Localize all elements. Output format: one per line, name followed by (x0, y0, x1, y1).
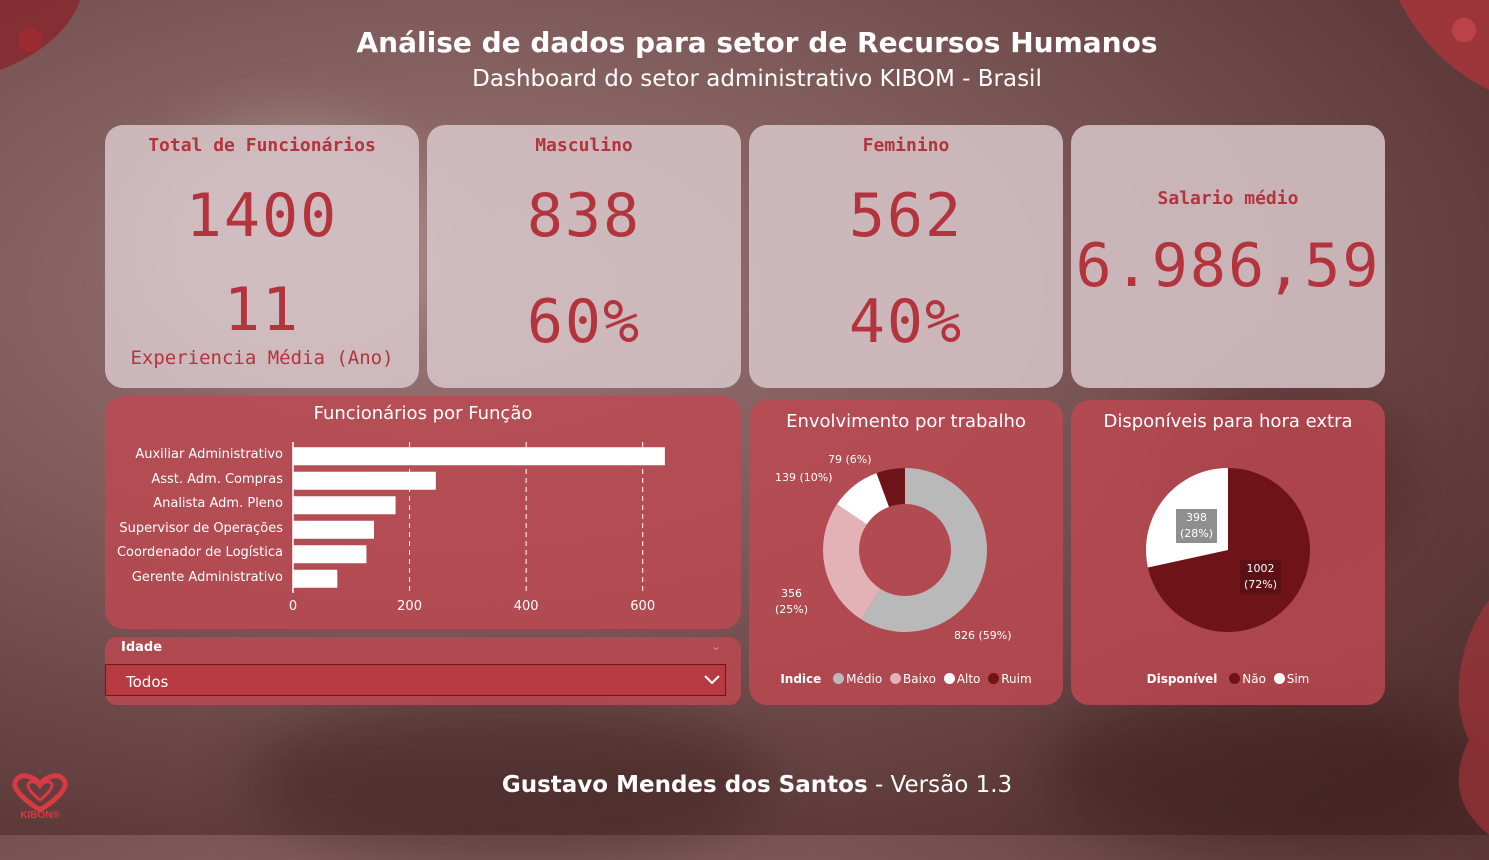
kpi-salario-label: Salario médio (1157, 188, 1299, 209)
category-label: Asst. Adm. Compras (151, 471, 283, 487)
filter-idade-label: Idade (121, 640, 163, 655)
donut-label-ruim: 79 (6%) (828, 453, 872, 466)
donut-slice-baixo[interactable] (823, 504, 881, 620)
bar-0[interactable] (293, 447, 665, 466)
kpi-feminino-label: Feminino (862, 135, 950, 156)
footer-credit: Gustavo Mendes dos Santos - Versão 1.3 (0, 772, 1489, 798)
x-tick-label: 200 (397, 599, 422, 614)
ornament-top-right (1399, 0, 1489, 90)
kpi-feminino-pct: 40% (848, 287, 964, 357)
x-tick-label: 600 (630, 599, 656, 614)
kibon-logo: KIBON® (8, 772, 72, 828)
kpi-experience-label: Experiencia Média (Ano) (130, 347, 394, 369)
donut-legend: Indice Médio Baixo Alto Ruim (749, 672, 1063, 686)
page-title: Análise de dados para setor de Recursos … (356, 26, 1158, 59)
x-tick-label: 400 (513, 599, 539, 614)
ornament-top-left (0, 0, 80, 70)
footer-author: Gustavo Mendes dos Santos (501, 772, 868, 798)
chevron-down-icon[interactable]: ⌄ (711, 639, 722, 653)
kpi-experience-value: 11 (223, 275, 301, 345)
category-label: Supervisor de Operações (119, 520, 283, 536)
pie-legend-title: Disponível (1146, 672, 1218, 686)
legend-ruim: Ruim (1001, 672, 1032, 686)
filter-idade-panel: Idade ⌄ Todos (105, 637, 741, 705)
filter-idade-value: Todos (126, 673, 169, 691)
bar-chart-area: 0 200 400 600 Auxiliar Administrativo Asst. A… (105, 396, 741, 629)
background-shape (1050, 690, 1470, 850)
x-tick-label: 0 (288, 599, 298, 614)
pie-chart-svg (1146, 468, 1310, 632)
bar-3[interactable] (293, 520, 375, 539)
kpi-card-total: Total de Funcionários 1400 11 Experienci… (105, 125, 419, 388)
bar-2[interactable] (293, 496, 396, 515)
donut-slice-alto[interactable] (836, 473, 890, 525)
kpi-masculino-pct: 60% (526, 287, 642, 357)
kpi-card-feminino: Feminino 562 40% (749, 125, 1063, 388)
legend-baixo: Baixo (902, 672, 936, 686)
legend-dot-sim (1273, 673, 1285, 684)
kpi-card-salario: Salario médio 6.986,59 (1071, 125, 1385, 388)
donut-slice-médio[interactable] (861, 468, 987, 632)
category-label: Auxiliar Administrativo (135, 447, 283, 463)
donut-label-medio: 826 (59%) (954, 629, 1012, 642)
legend-sim: Sim (1286, 672, 1310, 686)
pie-chart-title: Disponíveis para hora extra (1103, 411, 1353, 432)
donut-chart-title: Envolvimento por trabalho (786, 411, 1026, 432)
pie-label-sim: 398 (28%) (1176, 509, 1218, 543)
category-label: Analista Adm. Pleno (153, 496, 283, 512)
donut-chart-svg (823, 468, 987, 632)
pie-legend: Disponível Não Sim (1071, 672, 1385, 686)
legend-dot-medio (833, 673, 845, 684)
background-shape (250, 700, 770, 860)
kpi-masculino-value: 838 (526, 181, 642, 251)
legend-dot-ruim (988, 673, 1000, 684)
bar-plot-svg (292, 442, 665, 593)
kpi-total-label: Total de Funcionários (148, 135, 376, 156)
kpi-masculino-label: Masculino (535, 135, 633, 156)
kpi-card-masculino: Masculino 838 60% (427, 125, 741, 388)
legend-dot-nao (1229, 673, 1241, 684)
ornament-bottom-right (1458, 600, 1489, 835)
chart-funcionarios-por-funcao: Funcionários por Função 0 200 400 600 Auxili… (105, 396, 741, 629)
category-label: Gerente Administrativo (131, 569, 283, 585)
bar-4[interactable] (293, 545, 367, 564)
legend-nao: Não (1242, 672, 1266, 686)
donut-label-baixo: 356 (25%) (775, 587, 809, 616)
donut-legend-title: Indice (780, 672, 822, 686)
bar-5[interactable] (293, 569, 338, 588)
legend-medio: Médio (846, 672, 883, 686)
donut-label-alto: 139 (10%) (775, 471, 833, 484)
donut-slice-ruim[interactable] (876, 468, 905, 507)
filter-idade-dropdown[interactable]: Todos (105, 664, 726, 696)
legend-dot-baixo (889, 673, 901, 684)
page-subtitle: Dashboard do setor administrativo KIBOM … (472, 66, 1042, 92)
bar-chart-title: Funcionários por Função (313, 403, 533, 424)
footer-version: - Versão 1.3 (867, 772, 1013, 798)
pie-label-nao: 1002 (72%) (1240, 560, 1282, 594)
logo-text: KIBON® (20, 810, 60, 821)
legend-dot-alto (943, 673, 955, 684)
category-label: Coordenador de Logística (116, 545, 283, 561)
heart-logo-icon (12, 773, 68, 812)
chevron-down-icon (704, 675, 720, 685)
kpi-feminino-value: 562 (848, 181, 964, 251)
chart-envolvimento-por-trabalho: Envolvimento por trabalho 826 (59%) 356 … (749, 400, 1063, 705)
kpi-salario-value: 6.986,59 (1075, 231, 1381, 301)
legend-alto: Alto (956, 672, 981, 686)
kpi-total-value: 1400 (185, 181, 339, 251)
bar-1[interactable] (293, 471, 436, 490)
chart-disponiveis-hora-extra: Disponíveis para hora extra 1002 (72%) 3… (1071, 400, 1385, 705)
